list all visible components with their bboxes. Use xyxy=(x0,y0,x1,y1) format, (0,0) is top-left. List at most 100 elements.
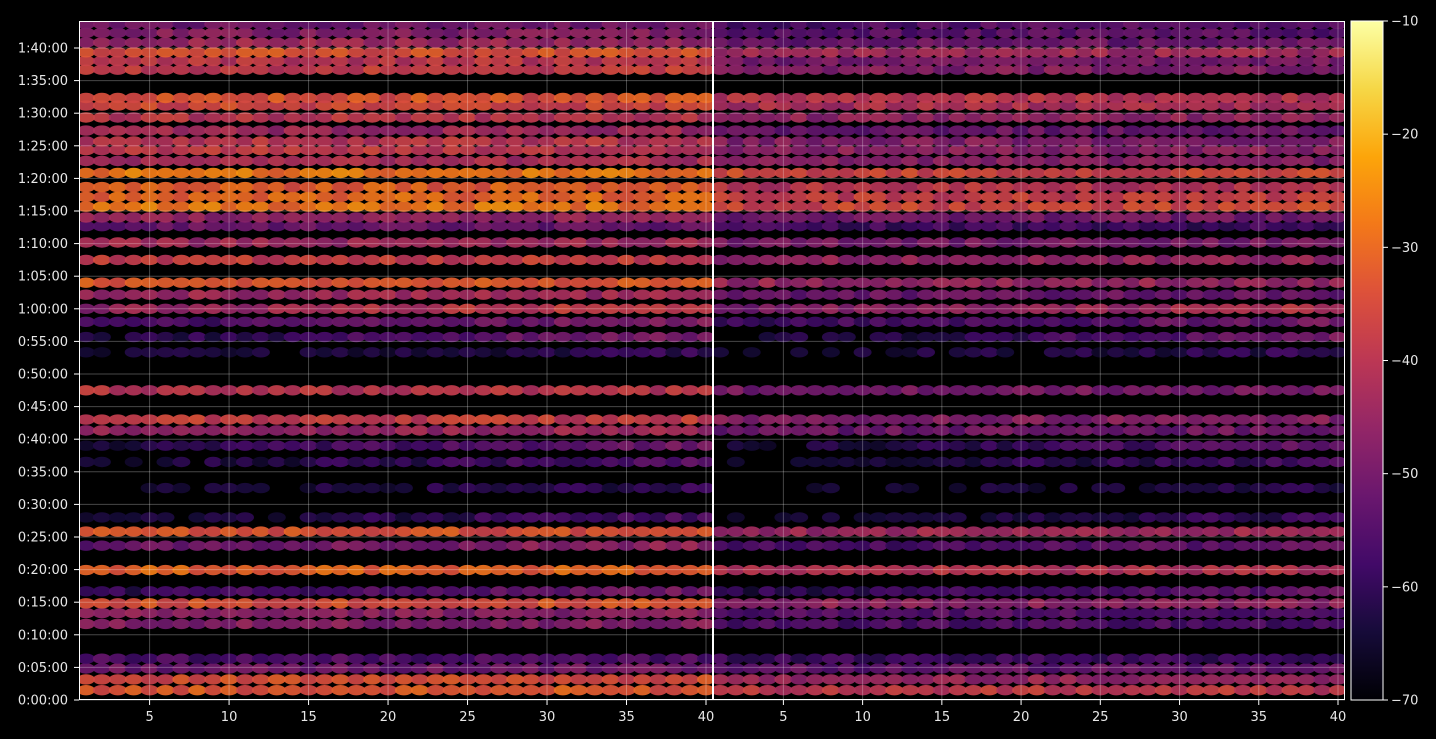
heatmap-cell xyxy=(1265,136,1284,147)
heatmap-cell xyxy=(124,55,143,67)
heatmap-cell xyxy=(156,598,175,609)
heatmap-cell xyxy=(1059,47,1078,58)
heatmap-cell xyxy=(1123,155,1141,167)
heatmap-cell xyxy=(315,136,334,147)
heatmap-cell xyxy=(1123,425,1141,436)
heatmap-cell xyxy=(853,598,872,609)
heatmap-cell xyxy=(617,125,636,136)
y-tick-label: 1:15:00 xyxy=(18,205,68,220)
heatmap-cell xyxy=(140,221,159,232)
heatmap-cell xyxy=(869,289,888,300)
heatmap-cell xyxy=(1091,347,1110,358)
y-tick-label: 1:30:00 xyxy=(18,107,68,122)
heatmap-cell xyxy=(124,674,143,685)
heatmap-cell xyxy=(853,674,872,685)
heatmap-cell xyxy=(506,331,525,343)
heatmap-cell xyxy=(1313,181,1332,193)
heatmap-cell xyxy=(790,155,809,167)
heatmap-cell xyxy=(837,125,856,136)
heatmap-cell xyxy=(758,221,777,232)
heatmap-cell xyxy=(1123,526,1141,537)
heatmap-cell xyxy=(1186,144,1205,156)
heatmap-cell xyxy=(79,201,95,212)
heatmap-cell xyxy=(1154,47,1173,58)
heatmap-cell xyxy=(742,440,761,451)
heatmap-cell xyxy=(821,47,840,58)
heatmap-cell xyxy=(964,181,983,193)
heatmap-cell xyxy=(1186,385,1205,396)
heatmap-cell xyxy=(869,237,888,248)
heatmap-cell xyxy=(806,237,825,248)
heatmap-cell xyxy=(1218,674,1237,685)
heatmap-cell xyxy=(1123,212,1141,223)
heatmap-cell xyxy=(633,92,652,104)
heatmap-cell xyxy=(633,237,652,248)
heatmap-cell xyxy=(996,607,1015,619)
heatmap-cell xyxy=(869,47,888,58)
heatmap-cell xyxy=(538,136,556,147)
heatmap-cell xyxy=(837,685,856,696)
heatmap-cell xyxy=(1012,64,1031,75)
heatmap-cell xyxy=(1091,254,1110,266)
heatmap-cell xyxy=(458,482,477,494)
heatmap-cell xyxy=(917,64,935,75)
heatmap-cell xyxy=(522,598,541,609)
heatmap-cell xyxy=(1186,685,1205,696)
heatmap-cell xyxy=(204,125,223,136)
heatmap-cell xyxy=(837,277,856,288)
heatmap-cell xyxy=(124,663,143,674)
heatmap-cell xyxy=(522,112,541,123)
heatmap-cell xyxy=(774,191,793,203)
heatmap-cell xyxy=(1027,27,1046,38)
heatmap-cell xyxy=(1202,385,1221,396)
heatmap-cell xyxy=(697,425,713,436)
heatmap-cell xyxy=(1012,47,1031,58)
heatmap-cell xyxy=(379,167,398,179)
heatmap-cell xyxy=(1218,456,1237,468)
heatmap-cell xyxy=(869,27,888,38)
heatmap-cell xyxy=(758,425,777,436)
heatmap-cell xyxy=(917,385,935,396)
y-tick-label: 1:00:00 xyxy=(18,302,68,317)
heatmap-cell xyxy=(347,653,366,664)
heatmap-cell xyxy=(79,289,95,300)
heatmap-cell xyxy=(1154,440,1173,451)
heatmap-cell xyxy=(1218,191,1237,203)
heatmap-cell xyxy=(569,55,588,67)
heatmap-cell xyxy=(742,685,761,696)
heatmap-cell xyxy=(1027,425,1046,436)
heatmap-cell xyxy=(172,136,191,147)
heatmap-cell xyxy=(758,201,777,212)
x-tick-label: 40 xyxy=(698,710,715,725)
heatmap-cell xyxy=(283,425,302,436)
heatmap-cell xyxy=(283,618,302,630)
heatmap-cell xyxy=(251,92,270,104)
heatmap-cell xyxy=(458,303,477,314)
heatmap-cell xyxy=(1233,331,1252,343)
heatmap-cell xyxy=(633,221,652,232)
heatmap-cell xyxy=(363,586,382,597)
heatmap-cell xyxy=(617,385,636,396)
heatmap-cell xyxy=(1218,277,1237,288)
heatmap-cell xyxy=(697,685,713,696)
heatmap-cell xyxy=(1075,155,1094,167)
heatmap-cell xyxy=(347,663,366,674)
heatmap-cell xyxy=(1329,237,1345,248)
heatmap-cell xyxy=(1154,37,1173,48)
heatmap-cell xyxy=(251,425,270,436)
heatmap-cell xyxy=(806,674,825,685)
heatmap-cell xyxy=(1012,289,1031,300)
heatmap-cell xyxy=(140,155,159,167)
heatmap-cell xyxy=(1138,331,1157,343)
heatmap-cell xyxy=(490,607,509,619)
heatmap-cell xyxy=(665,663,684,674)
heatmap-cell xyxy=(394,685,413,696)
x-tick-label: 30 xyxy=(1171,710,1188,725)
heatmap-cell xyxy=(236,385,254,396)
heatmap-cell xyxy=(92,167,111,179)
heatmap-cell xyxy=(681,221,700,232)
heatmap-cell xyxy=(980,598,999,609)
heatmap-cell xyxy=(236,598,254,609)
heatmap-cell xyxy=(188,191,207,203)
heatmap-cell xyxy=(585,181,604,193)
